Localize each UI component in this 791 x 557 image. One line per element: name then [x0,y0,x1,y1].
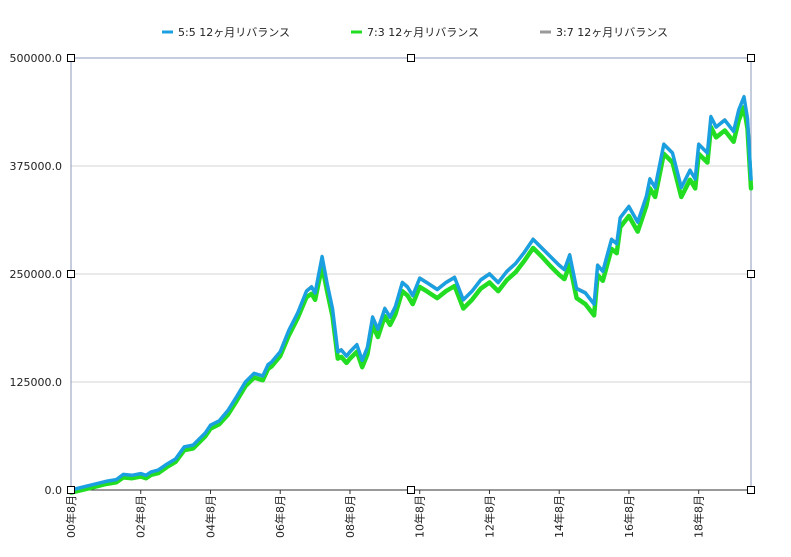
x-tick-label: 08年8月 [343,495,357,538]
resize-handle[interactable] [67,54,75,62]
x-tick-label: 16年8月 [622,495,636,538]
y-tick-label: 0.0 [45,484,63,497]
gridlines [71,57,751,491]
y-tick-label: 250000.0 [10,268,63,281]
legend-label: 5:5 12ヶ月リバランス [178,26,290,39]
y-tick-label: 500000.0 [10,52,63,65]
axes: 0.0 125000.0 250000.0 375000.0 500000.0 00年8月… [10,52,752,538]
resize-handle[interactable] [747,54,755,62]
legend-label: 3:7 12ヶ月リバランス [556,26,668,39]
x-tick-label: 06年8月 [273,495,287,538]
x-tick-label: 18年8月 [692,495,706,538]
legend: 5:5 12ヶ月リバランス 7:3 12ヶ月リバランス 3:7 12ヶ月リバランス [162,26,668,39]
x-tick-label: 02年8月 [134,495,148,538]
resize-handle[interactable] [747,486,755,494]
series-line-1 [68,104,754,495]
x-tick-label: 10年8月 [413,495,427,538]
resize-handle[interactable] [407,54,415,62]
series-line-0 [69,95,753,492]
x-tick-label: 14年8月 [552,495,566,538]
legend-item: 3:7 12ヶ月リバランス [540,26,668,39]
legend-item: 7:3 12ヶ月リバランス [351,26,479,39]
y-tick-label: 375000.0 [10,160,63,173]
resize-handle[interactable] [747,270,755,278]
selection-handles[interactable] [67,54,755,494]
y-tick-label: 125000.0 [10,376,63,389]
series-lines [68,94,754,495]
resize-handle[interactable] [67,270,75,278]
resize-handle[interactable] [407,486,415,494]
x-tick-label: 00年8月 [64,495,78,538]
legend-item: 5:5 12ヶ月リバランス [162,26,290,39]
x-tick-label: 12年8月 [482,495,496,538]
resize-handle[interactable] [67,486,75,494]
x-tick-label: 04年8月 [203,495,217,538]
legend-label: 7:3 12ヶ月リバランス [367,26,479,39]
